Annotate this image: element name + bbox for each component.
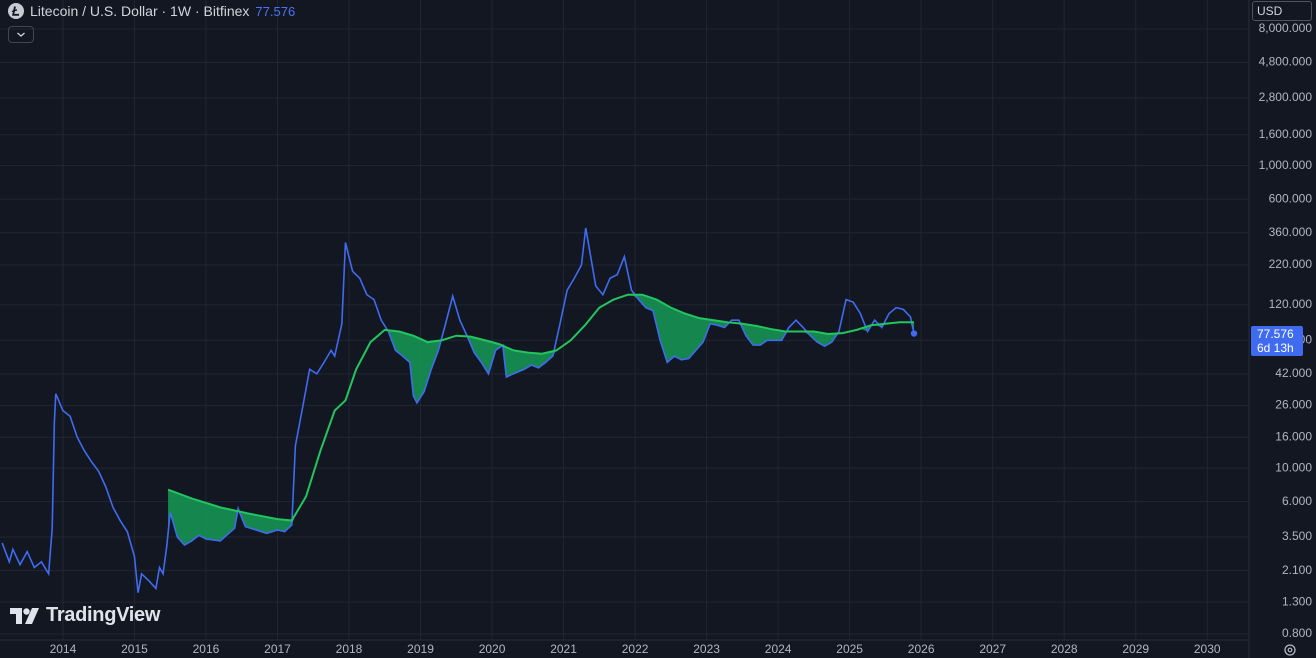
series-line xyxy=(167,293,915,522)
x-tick-label: 2026 xyxy=(908,642,935,656)
y-tick-label: 1,600.000 xyxy=(1259,127,1313,141)
watermark-text: TradingView xyxy=(46,604,161,626)
x-tick-label: 2020 xyxy=(479,642,506,656)
x-tick-label: 2024 xyxy=(765,642,792,656)
y-tick-label: 3.500 xyxy=(1282,529,1312,543)
y-tick-label: 360.000 xyxy=(1269,225,1313,239)
price-tag: 77.576 6d 13h xyxy=(1251,325,1303,356)
x-tick-label: 2022 xyxy=(622,642,649,656)
plot-area xyxy=(1,227,918,593)
y-tick-label: 6.000 xyxy=(1282,494,1312,508)
x-tick-label: 2025 xyxy=(836,642,863,656)
x-tick-label: 2014 xyxy=(50,642,77,656)
y-tick-label: 600.000 xyxy=(1269,191,1313,205)
header: Litecoin / U.S. Dollar · 1W · Bitfinex 7… xyxy=(8,2,295,20)
y-tick-label: 0.800 xyxy=(1282,626,1312,640)
x-tick-label: 2028 xyxy=(1051,642,1078,656)
x-tick-label: 2027 xyxy=(979,642,1006,656)
y-tick-label: 16.000 xyxy=(1275,429,1312,443)
y-tick-label: 1,000.000 xyxy=(1259,158,1313,172)
currency-label[interactable]: USD xyxy=(1252,1,1312,21)
grid xyxy=(0,0,1248,640)
y-tick-label: 10.000 xyxy=(1275,460,1312,474)
chevron-icon xyxy=(17,32,25,37)
watermark-logo xyxy=(10,607,39,624)
y-tick-label: 26.000 xyxy=(1275,397,1312,411)
x-tick-label: 2017 xyxy=(264,642,291,656)
axes: 2014 2015 2016 2017 2018 2019 2020 2021 2022 2023… xyxy=(50,21,1313,656)
y-tick-label: 120.000 xyxy=(1269,297,1313,311)
y-tick-label: 1.300 xyxy=(1282,594,1312,608)
symbol-title: Litecoin / U.S. Dollar · 1W · Bitfinex xyxy=(30,3,250,19)
expand-button[interactable] xyxy=(8,26,34,43)
x-tick-label: 2023 xyxy=(693,642,720,656)
y-tick-label: 4,800.000 xyxy=(1259,55,1313,69)
x-tick-label: 2021 xyxy=(550,642,577,656)
last-price: 77.576 xyxy=(255,3,296,19)
x-tick-label: 2015 xyxy=(121,642,148,656)
last-point xyxy=(910,330,918,337)
y-tick-label: 8,000.000 xyxy=(1259,21,1313,35)
y-tick-label: 2.100 xyxy=(1282,563,1312,577)
x-tick-label: 2029 xyxy=(1122,642,1149,656)
x-tick-label: 2030 xyxy=(1194,642,1221,656)
price-tag-value: 77.576 xyxy=(1257,326,1294,341)
price-tag-countdown: 6d 13h xyxy=(1257,340,1294,355)
settings-icon[interactable] xyxy=(1284,644,1296,656)
y-tick-label: 2,800.000 xyxy=(1259,90,1313,104)
watermark: TradingView xyxy=(10,604,160,627)
x-tick-label: 2018 xyxy=(336,642,363,656)
x-tick-label: 2019 xyxy=(407,642,434,656)
series-line xyxy=(1,227,915,593)
y-tick-label: 220.000 xyxy=(1269,257,1313,271)
coin-logo xyxy=(8,3,24,19)
x-tick-label: 2016 xyxy=(193,642,220,656)
y-tick-label: 42.000 xyxy=(1275,366,1312,380)
